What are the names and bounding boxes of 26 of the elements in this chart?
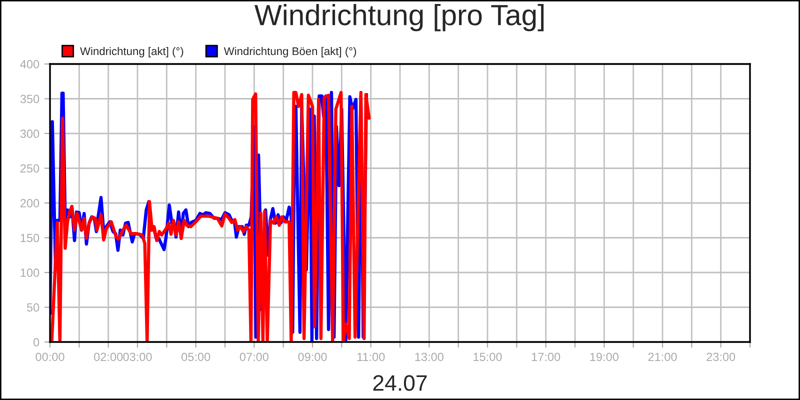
y-tick-label: 350 [20, 94, 40, 104]
x-tick-label: 15:00 [474, 352, 502, 362]
x-tick-label: 07:00 [240, 352, 268, 362]
x-tick-label: 05:00 [182, 352, 210, 362]
x-tick-label: 00:00 [36, 352, 64, 362]
x-tick-label: 19:00 [590, 352, 618, 362]
x-tick-label: 11:00 [357, 352, 385, 362]
y-tick-label: 400 [20, 60, 40, 68]
x-axis-title: 24.07 [373, 375, 427, 391]
y-tick-label: 100 [20, 268, 40, 277]
legend-label: Windrichtung Böen [akt] (°) [224, 46, 356, 58]
y-tick-label: 50 [26, 303, 40, 312]
legend-label: Windrichtung [akt] (°) [80, 46, 184, 58]
y-tick-label: 300 [20, 130, 40, 138]
x-tick-label: 03:00 [123, 352, 152, 362]
x-tick-label: 13:00 [415, 352, 444, 362]
x-tick-label: 23:00 [706, 352, 736, 362]
y-tick-label: 250 [20, 164, 40, 173]
x-tick-label: 09:00 [298, 352, 327, 362]
chart-title: Windrichtung [pro Tag] [254, 4, 544, 32]
y-tick-label: 150 [20, 234, 40, 242]
y-tick-label: 200 [20, 199, 40, 208]
x-tick-label: 17:00 [532, 352, 560, 362]
x-tick-label: 21:00 [648, 352, 677, 362]
y-tick-label: 0 [33, 338, 40, 346]
x-tick-label: 02:00 [94, 352, 123, 362]
